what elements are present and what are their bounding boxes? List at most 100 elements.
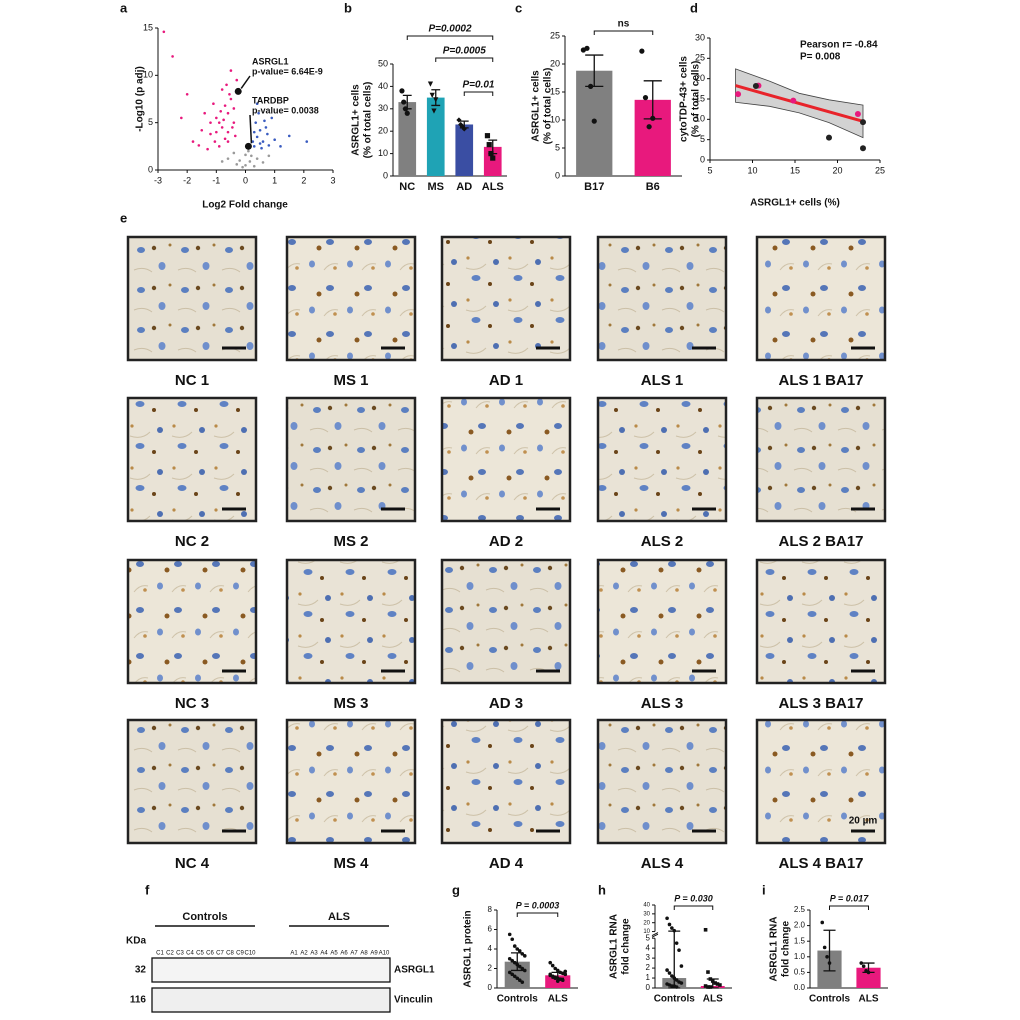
data-point	[708, 985, 713, 989]
y-tick-label: 5	[148, 117, 153, 127]
data-point	[461, 126, 467, 132]
data-point	[507, 956, 512, 961]
y-tick-label: 15	[550, 86, 560, 96]
significance-bracket	[435, 57, 494, 62]
data-point	[548, 972, 553, 977]
micrograph-label: NC 2	[175, 533, 209, 550]
data-point	[507, 932, 512, 937]
y-tick-label: 1	[646, 973, 651, 982]
data-point	[710, 979, 715, 983]
y-tick-label: 15	[143, 22, 153, 32]
y-tick-label: 0	[555, 170, 560, 180]
micrograph	[285, 558, 417, 685]
axis-break	[651, 932, 659, 937]
micrograph-label: MS 3	[333, 695, 368, 712]
data-point	[670, 974, 674, 978]
data-point	[672, 928, 677, 933]
micrograph	[440, 718, 572, 845]
data-point	[220, 88, 224, 91]
y-tick-label: 15	[695, 93, 705, 103]
data-point	[715, 982, 720, 986]
data-point	[232, 107, 236, 110]
data-point	[735, 91, 742, 98]
y-axis-label: (% of total cells)	[543, 68, 554, 145]
y-tick-label: 0.5	[794, 968, 806, 977]
data-point	[231, 126, 234, 129]
significance-label: ns	[618, 19, 630, 30]
data-point	[171, 55, 174, 58]
data-point	[401, 99, 407, 105]
lane-label: C8	[226, 951, 234, 957]
x-tick-label: Controls	[809, 994, 851, 1005]
y-tick-label: 30	[378, 103, 388, 113]
data-point	[305, 140, 309, 143]
data-point	[459, 124, 466, 130]
data-point	[563, 969, 568, 974]
significance-label: P=0.0005	[443, 46, 487, 57]
lane-label: A7	[350, 951, 358, 957]
data-point	[219, 110, 223, 113]
y-tick-label: 0	[700, 154, 705, 164]
y-tick-label: 30	[643, 911, 650, 917]
data-point	[263, 119, 266, 123]
x-tick-label: 25	[875, 165, 885, 175]
data-point	[260, 146, 263, 150]
micrograph-label: ALS 4 BA17	[778, 855, 863, 872]
data-point	[679, 981, 684, 985]
micrograph-label: NC 1	[175, 372, 209, 389]
x-tick-label: MS	[428, 181, 445, 193]
data-point	[266, 132, 269, 136]
y-tick-label: 10	[550, 114, 560, 124]
data-point	[258, 128, 262, 132]
data-point	[191, 140, 195, 143]
data-point	[674, 978, 679, 982]
y-tick-label: 10	[695, 114, 705, 124]
data-point	[162, 30, 166, 34]
data-point	[200, 128, 204, 132]
significance-label: P = 0.017	[830, 893, 869, 903]
data-point	[235, 163, 239, 166]
y-axis-label: fold change	[621, 918, 632, 975]
data-point	[512, 974, 517, 979]
micrograph-label: ALS 3	[641, 695, 684, 712]
data-point	[217, 145, 221, 148]
group-label: ALS	[328, 911, 350, 923]
y-tick-label: 5	[700, 134, 705, 144]
x-tick-label: -3	[154, 175, 162, 185]
significance-label: P=0.01	[463, 80, 495, 91]
data-point	[217, 121, 221, 124]
y-tick-label: 1.5	[794, 936, 806, 945]
x-tick-label: B17	[584, 181, 604, 193]
x-tick-label: ALS	[548, 994, 568, 1005]
data-point	[251, 140, 255, 143]
data-point	[826, 134, 832, 141]
data-point	[232, 151, 236, 155]
y-tick-label: 40	[378, 81, 388, 91]
data-point	[520, 952, 525, 956]
x-tick-label: ALS	[703, 994, 723, 1005]
data-point	[252, 145, 256, 148]
x-tick-label: 2	[301, 175, 306, 185]
micrograph	[755, 235, 887, 362]
panel-letter: d	[690, 0, 698, 15]
data-point	[484, 133, 491, 139]
lane-label: A6	[340, 951, 348, 957]
data-point	[238, 159, 241, 162]
protein-label: Vinculin	[394, 995, 433, 1006]
highlight-point	[234, 87, 242, 95]
data-point	[226, 157, 230, 160]
micrograph-label: ALS 4	[641, 855, 684, 872]
highlight-point	[244, 142, 252, 150]
y-tick-label: 50	[378, 58, 388, 68]
data-point	[197, 144, 201, 147]
y-axis-label: fold change	[781, 921, 792, 978]
data-point	[827, 961, 832, 965]
panel-letter: a	[120, 0, 128, 15]
data-point	[548, 960, 553, 965]
y-tick-label: 4	[646, 943, 651, 952]
y-tick-label: 0	[148, 164, 153, 174]
y-axis-label: ASRGL1+ cells	[531, 70, 542, 142]
data-point	[220, 160, 224, 163]
data-point	[517, 978, 522, 982]
y-tick-label: 5	[555, 142, 560, 152]
